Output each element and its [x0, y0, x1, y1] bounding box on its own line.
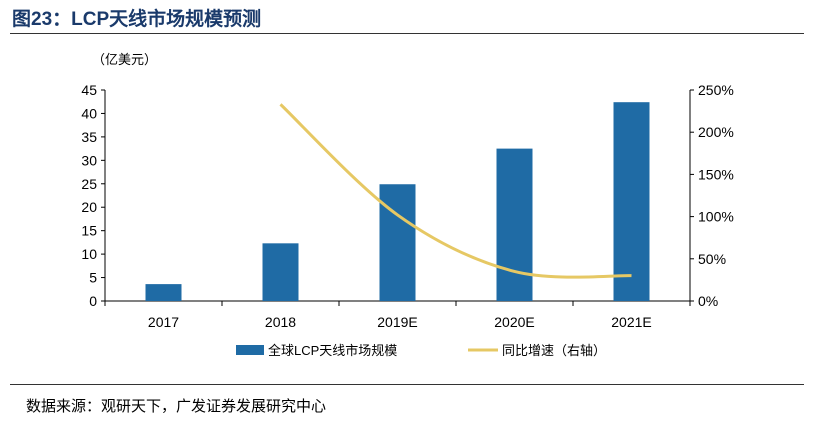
- bar-2018: [262, 243, 299, 301]
- x-tick-label: 2020E: [494, 314, 534, 330]
- x-tick-label: 2019E: [377, 314, 417, 330]
- bar-2021E: [613, 102, 650, 302]
- left-tick-label: 10: [81, 246, 97, 262]
- right-tick-label: 200%: [698, 124, 734, 140]
- left-tick-label: 20: [81, 199, 97, 215]
- left-tick-label: 40: [81, 105, 97, 121]
- right-tick-label: 0%: [698, 293, 718, 309]
- legend-line-label: 同比增速（右轴）: [502, 343, 606, 358]
- right-tick-label: 250%: [698, 82, 734, 98]
- source-note: 数据来源：观研天下，广发证券发展研究中心: [26, 398, 327, 415]
- left-tick-label: 35: [81, 129, 97, 145]
- left-tick-label: 5: [89, 270, 97, 286]
- left-tick-label: 45: [81, 82, 97, 98]
- right-tick-label: 50%: [698, 251, 726, 267]
- legend-bar-label: 全球LCP天线市场规模: [268, 343, 397, 358]
- source-rule: [10, 384, 804, 385]
- y-axis-unit-label: （亿美元）: [92, 52, 157, 67]
- left-tick-label: 0: [89, 293, 97, 309]
- bar-2019E: [379, 184, 416, 301]
- title-rule: [10, 33, 804, 34]
- bar-2017: [145, 284, 182, 301]
- x-tick-label: 2018: [265, 314, 296, 330]
- bar-2020E: [496, 148, 533, 301]
- x-tick-label: 2017: [148, 314, 179, 330]
- left-tick-label: 15: [81, 223, 97, 239]
- left-tick-label: 25: [81, 176, 97, 192]
- figure-title: 图23：LCP天线市场规模预测: [12, 9, 262, 30]
- left-tick-label: 30: [81, 152, 97, 168]
- legend-bar-swatch: [236, 345, 264, 355]
- x-tick-label: 2021E: [611, 314, 651, 330]
- growth-line: [279, 103, 632, 279]
- right-tick-label: 150%: [698, 166, 734, 182]
- right-tick-label: 100%: [698, 209, 734, 225]
